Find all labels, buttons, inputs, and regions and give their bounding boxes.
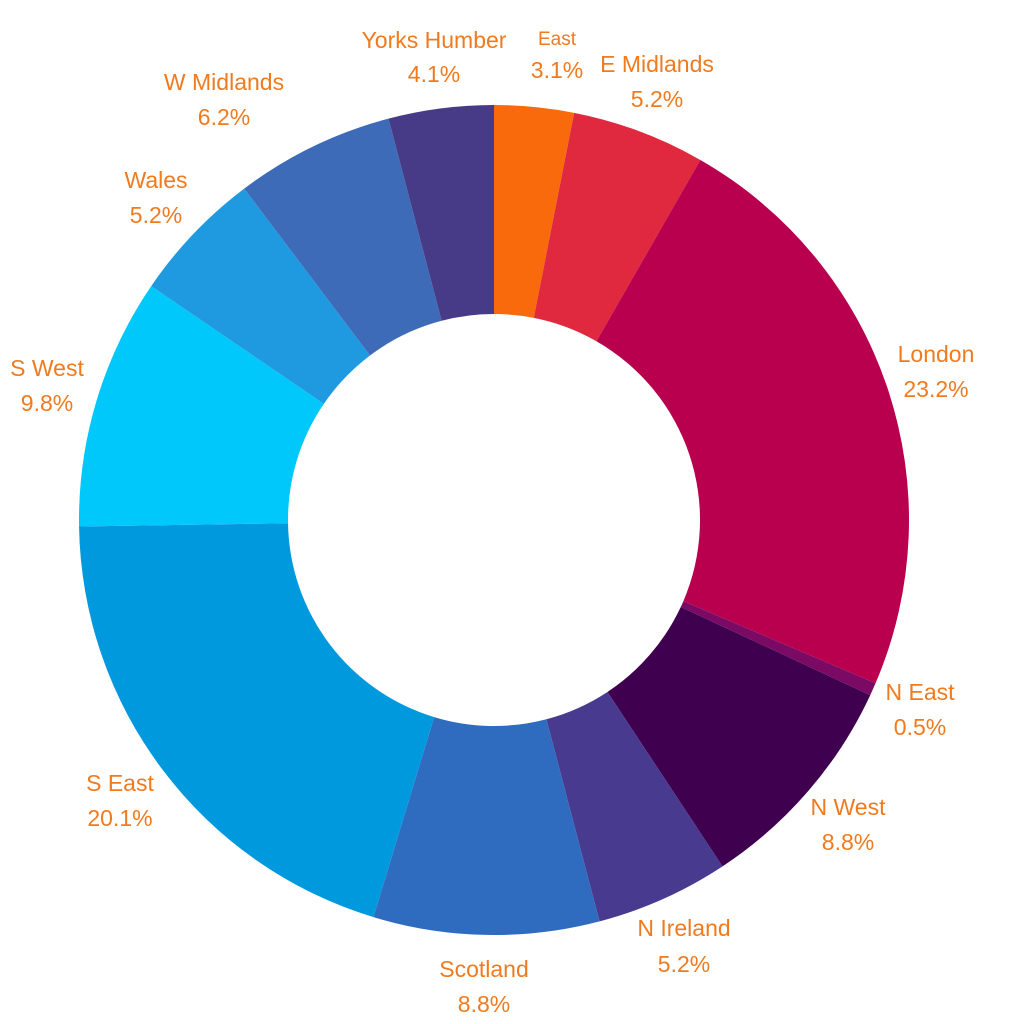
slice-name-label: N West [811,794,887,820]
slice-name-label: Yorks Humber [362,27,507,53]
slice-e-midlands [533,112,701,342]
slice-name-label: London [898,341,975,367]
slice-yorks-humber [388,105,494,321]
slice-value-label: 5.2% [631,86,683,112]
slice-s-west [79,286,324,527]
slice-n-west [607,606,871,867]
slice-name-label: Wales [124,167,187,193]
slice-value-label: 3.1% [531,57,583,83]
slice-london [596,159,909,684]
slice-name-label: N East [885,679,955,705]
slice-value-label: 9.8% [21,390,73,416]
slice-name-label: East [538,29,577,50]
slice-n-east [680,601,876,696]
slice-name-label: S West [10,355,84,381]
slice-name-label: E Midlands [600,51,714,77]
slice-w-midlands [244,118,442,356]
slice-value-label: 5.2% [130,202,182,228]
slice-name-label: S East [86,770,154,796]
slice-s-east [79,523,435,918]
slice-wales [151,188,371,404]
slice-scotland [373,717,600,936]
slice-value-label: 20.1% [87,805,152,831]
slices-group [79,105,909,936]
slice-name-label: N Ireland [637,915,730,941]
slice-n-ireland [546,691,723,922]
slice-east [494,105,575,318]
slice-name-label: Scotland [439,956,529,982]
slice-value-label: 5.2% [658,951,710,977]
slice-value-label: 8.8% [458,991,510,1017]
slice-value-label: 8.8% [822,829,874,855]
slice-value-label: 4.1% [408,61,460,87]
slice-value-label: 6.2% [198,104,250,130]
slice-value-label: 23.2% [903,376,968,402]
slice-name-label: W Midlands [164,69,284,95]
labels-group: East 3.1% E Midlands 5.2% London 23.2% N East 0… [10,27,974,1017]
slice-value-label: 0.5% [894,714,946,740]
